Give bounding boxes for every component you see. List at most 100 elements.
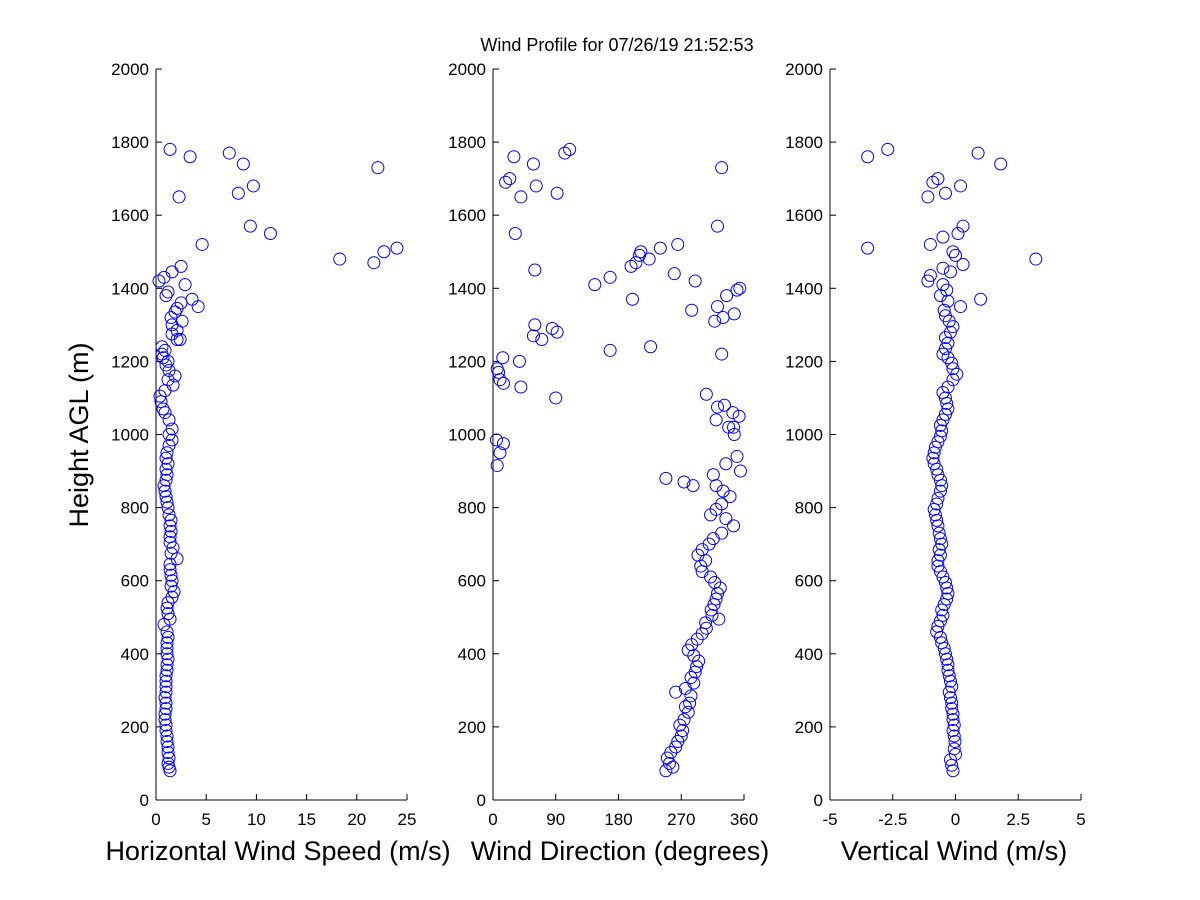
data-point xyxy=(669,685,683,699)
data-point xyxy=(644,340,658,354)
data-point xyxy=(719,457,733,471)
x-tick-label: 15 xyxy=(297,810,316,829)
data-point xyxy=(659,471,673,485)
data-point xyxy=(170,301,184,315)
y-tick-label: 1000 xyxy=(785,426,823,445)
data-point xyxy=(685,303,699,317)
data-point xyxy=(508,226,522,240)
data-point xyxy=(161,745,175,759)
data-point xyxy=(974,292,988,306)
data-point xyxy=(954,179,968,193)
data-point xyxy=(669,740,683,754)
data-point xyxy=(164,311,178,325)
data-point xyxy=(164,579,178,593)
data-point xyxy=(949,248,962,262)
data-point xyxy=(529,179,543,193)
data-point xyxy=(512,354,526,368)
data-point xyxy=(159,451,173,465)
data-point xyxy=(956,219,970,233)
y-tick-label: 400 xyxy=(795,645,823,664)
data-point xyxy=(161,285,175,299)
data-point xyxy=(954,300,968,314)
data-point xyxy=(168,305,182,319)
data-point xyxy=(933,429,947,443)
data-point xyxy=(246,179,260,193)
data-point xyxy=(161,501,175,515)
data-point xyxy=(496,437,510,451)
data-point xyxy=(588,278,602,292)
data-point xyxy=(161,740,175,754)
data-point xyxy=(653,241,667,255)
data-point xyxy=(535,332,549,346)
x-tick-label: 20 xyxy=(347,810,366,829)
data-point xyxy=(162,413,176,427)
y-tick-label: 200 xyxy=(458,718,486,737)
y-tick-label: 400 xyxy=(121,645,149,664)
panel-2: 0 200 400 600 800 1000 1200 1400 1600 1800 2000 0 90… xyxy=(448,60,769,866)
data-point xyxy=(496,376,510,390)
data-point xyxy=(162,508,176,522)
y-tick-label: 800 xyxy=(458,499,486,518)
x-tick-label: 360 xyxy=(730,810,758,829)
data-point xyxy=(161,457,175,471)
y-tick-label: 2000 xyxy=(448,60,486,79)
data-point xyxy=(946,713,960,727)
data-point xyxy=(940,592,954,606)
data-point xyxy=(159,685,173,699)
data-point xyxy=(161,756,175,770)
data-point xyxy=(727,519,741,533)
x-tick-label: 5 xyxy=(201,810,210,829)
data-point xyxy=(936,261,950,275)
data-point xyxy=(937,303,951,317)
data-point xyxy=(705,608,719,622)
data-point xyxy=(941,380,955,394)
data-point xyxy=(159,696,173,710)
data-point xyxy=(683,696,697,710)
data-point xyxy=(717,398,731,412)
data-point xyxy=(377,245,391,259)
data-point xyxy=(923,237,937,251)
data-point xyxy=(727,307,741,321)
x-tick-label: 0 xyxy=(951,810,960,829)
data-point xyxy=(730,449,744,463)
data-point xyxy=(172,190,186,204)
x-axis-label: Vertical Wind (m/s) xyxy=(841,836,1068,866)
data-point xyxy=(931,172,945,186)
data-point xyxy=(715,497,729,511)
data-point xyxy=(159,724,173,738)
x-tick-label: 10 xyxy=(247,810,266,829)
data-point xyxy=(733,281,747,295)
data-point xyxy=(711,300,725,314)
y-tick-label: 1600 xyxy=(785,206,823,225)
data-point xyxy=(371,161,385,175)
data-point xyxy=(558,146,572,160)
data-point xyxy=(666,760,680,774)
data-point xyxy=(938,309,952,323)
data-point xyxy=(159,669,173,683)
data-point xyxy=(159,490,173,504)
data-point xyxy=(706,468,720,482)
data-point xyxy=(165,574,179,588)
data-point xyxy=(642,252,656,266)
data-point xyxy=(333,252,347,266)
data-point xyxy=(158,713,172,727)
panel-3: 0 200 400 600 800 1000 1200 1400 1600 1800 2000 -5 -… xyxy=(785,60,1086,866)
data-point xyxy=(160,735,174,749)
data-point xyxy=(936,230,950,244)
data-point xyxy=(933,548,947,562)
data-point xyxy=(243,219,257,233)
data-point xyxy=(526,157,540,171)
data-point xyxy=(165,422,179,436)
data-point xyxy=(165,265,179,279)
data-point xyxy=(164,524,178,538)
data-point xyxy=(160,446,174,460)
data-point xyxy=(603,343,617,357)
data-point xyxy=(677,475,691,489)
data-point xyxy=(159,674,173,688)
x-tick-label: -5 xyxy=(822,810,837,829)
data-point xyxy=(971,146,985,160)
data-point xyxy=(951,226,965,240)
data-point xyxy=(994,157,1008,171)
data-point xyxy=(943,691,957,705)
data-point xyxy=(160,625,174,639)
